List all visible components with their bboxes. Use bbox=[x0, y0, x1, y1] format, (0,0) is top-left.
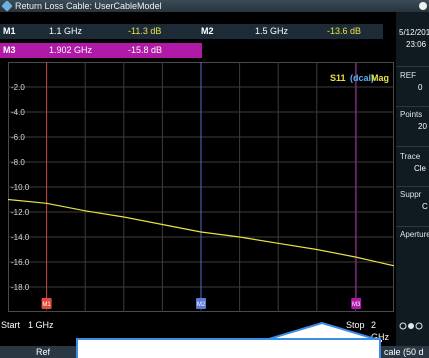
y-tick-label: -16.0 bbox=[11, 258, 30, 267]
aperture-label[interactable]: Aperture * bbox=[400, 230, 429, 239]
input-popup[interactable] bbox=[76, 338, 381, 358]
suppr-label: Suppr bbox=[400, 190, 422, 199]
y-tick-label: -10.0 bbox=[11, 183, 30, 192]
trace-plot[interactable]: -2.0 -4.0 -6.0 -8.0 -10.0 -12.0 -14.0 -16.0 -18.… bbox=[8, 62, 394, 312]
trace-name-label: S11 bbox=[330, 73, 346, 83]
date: 5/12/201 bbox=[399, 28, 429, 37]
marker-flag-m1 bbox=[41, 298, 52, 309]
ref-value[interactable]: 0 bbox=[418, 83, 423, 92]
frequency-span-bar: Start 1 GHz Stop 2 GHz bbox=[0, 319, 393, 342]
y-tick-label: -14.0 bbox=[11, 233, 30, 242]
marker-m3-label[interactable]: M3 bbox=[3, 45, 16, 55]
marker-flag-label: M2 bbox=[197, 302, 206, 308]
marker-nav-icon[interactable] bbox=[399, 320, 427, 332]
trace-line bbox=[8, 198, 394, 267]
marker-flag-label: M1 bbox=[42, 302, 51, 308]
trace-value[interactable]: Cle bbox=[414, 164, 427, 173]
y-tick-label: -4.0 bbox=[11, 108, 25, 117]
ref-label: REF bbox=[400, 71, 416, 80]
window-title: Return Loss Cable: UserCableModel bbox=[15, 1, 162, 11]
marker-m3-value: -15.8 dB bbox=[128, 45, 163, 55]
points-value[interactable]: 20 bbox=[418, 122, 427, 131]
title-bar: Return Loss Cable: UserCableModel bbox=[0, 0, 429, 12]
marker-flag-label: M3 bbox=[352, 302, 361, 308]
trace-label: Trace bbox=[400, 152, 421, 161]
marker-flag-m3 bbox=[351, 298, 362, 309]
trace-mode-label: (dcal) bbox=[350, 73, 374, 83]
y-tick-label: -2.0 bbox=[11, 83, 25, 92]
trace-format-label: Mag bbox=[371, 73, 389, 83]
marker-m2-frequency: 1.5 GHz bbox=[255, 26, 289, 36]
time: 23:06 bbox=[406, 40, 427, 49]
y-tick-label: -6.0 bbox=[11, 133, 25, 142]
y-tick-label: -18.0 bbox=[11, 283, 30, 292]
y-tick-label: -12.0 bbox=[11, 208, 30, 217]
stop-frequency[interactable]: 2 GHz bbox=[371, 320, 389, 342]
marker-m2-label[interactable]: M2 bbox=[201, 26, 214, 36]
app-icon bbox=[1, 0, 13, 12]
start-label: Start bbox=[1, 320, 21, 330]
marker-row-1: M1 1.1 GHz -11.3 dB M2 1.5 GHz -13.6 dB bbox=[0, 24, 383, 39]
marker-m1-label[interactable]: M1 bbox=[3, 26, 16, 36]
scale-softkey[interactable]: cale (50 d bbox=[384, 347, 424, 357]
settings-sidebar: 5/12/201 23:06 REF 0 Points 20 Trace Cle… bbox=[396, 12, 429, 346]
points-label: Points bbox=[400, 110, 423, 119]
marker-m2-value: -13.6 dB bbox=[327, 26, 362, 36]
stop-label: Stop bbox=[346, 320, 365, 330]
marker-m1-value: -11.3 dB bbox=[128, 26, 162, 36]
marker-row-2: M3 1.902 GHz -15.8 dB bbox=[0, 43, 202, 58]
suppr-value[interactable]: C bbox=[422, 202, 428, 211]
y-tick-label: -8.0 bbox=[11, 158, 25, 167]
start-frequency[interactable]: 1 GHz bbox=[28, 320, 54, 330]
marker-m3-frequency: 1.902 GHz bbox=[49, 45, 93, 55]
ref-softkey[interactable]: Ref bbox=[36, 347, 51, 357]
status-icon bbox=[419, 2, 427, 10]
marker-flag-m2 bbox=[196, 298, 206, 309]
marker-m1-frequency: 1.1 GHz bbox=[49, 26, 83, 36]
